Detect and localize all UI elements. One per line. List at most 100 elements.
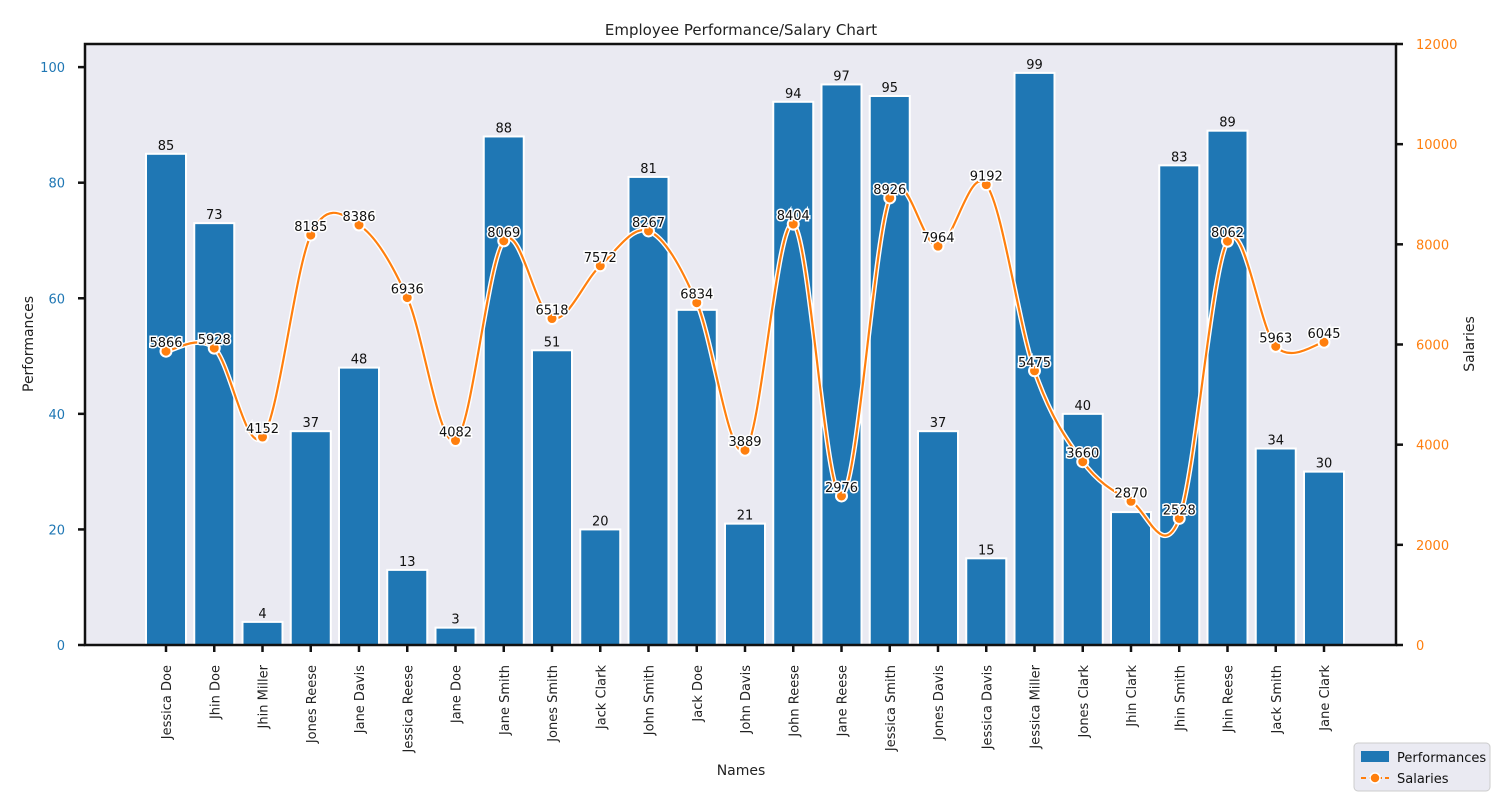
salary-point [1221, 234, 1234, 248]
x-tick-label: Jessica Miller [1029, 664, 1044, 749]
legend-salaries-marker [1369, 772, 1381, 784]
salary-value-label: 2528 [1163, 503, 1196, 518]
x-tick-label: Jack Doe [691, 665, 706, 723]
right-tick-label: 2000 [1416, 539, 1449, 554]
y2-axis-title: Salaries [1462, 316, 1478, 372]
salary-point [1124, 494, 1138, 508]
x-tick-label: Jane Smith [498, 665, 513, 736]
salary-value-label: 3660 [1066, 447, 1099, 462]
salary-value-label: 8404 [777, 209, 810, 224]
salary-value-label: 4082 [439, 426, 472, 441]
salary-value-label: 6045 [1307, 327, 1340, 342]
salary-point [1317, 335, 1331, 349]
bar-jessica-davis [965, 557, 1008, 647]
legend-salaries-label: Salaries [1397, 772, 1449, 787]
salary-value-label: 5866 [149, 336, 182, 351]
x-tick-label: Jessica Davis [980, 665, 995, 751]
x-axis-title: Names [717, 763, 766, 779]
left-tick-label: 40 [48, 408, 65, 423]
x-tick-label: Jack Smith [1270, 665, 1285, 734]
x-tick-label: Jessica Doe [160, 665, 175, 740]
salary-value-label: 5928 [198, 333, 231, 348]
bar-value-label: 4 [258, 607, 266, 622]
salary-value-label: 6936 [391, 283, 424, 298]
salary-point [400, 291, 414, 305]
left-tick-label: 80 [48, 177, 65, 192]
salary-point [207, 341, 221, 355]
salary-value-label: 8185 [294, 220, 327, 235]
salary-point [1269, 339, 1283, 353]
bar-value-label: 21 [737, 509, 754, 524]
bar-value-label: 20 [592, 514, 609, 529]
salary-point [835, 489, 848, 503]
bar-value-label: 48 [351, 353, 368, 368]
bar-value-label: 94 [785, 87, 802, 102]
bar-jhin-clark [1110, 511, 1152, 647]
right-tick-label: 4000 [1416, 439, 1449, 454]
left-axis-ticks: 0 20 40 60 80 100 [40, 61, 85, 654]
bar-value-label: 73 [206, 208, 223, 223]
x-tick-label: Jhin Clark [1125, 665, 1140, 728]
bar-jane-davis [338, 366, 380, 646]
bar-value-label: 13 [399, 555, 416, 570]
salary-labels-layer: 5866 5928 4152 8185 8386 6936 4082 8069 6518 7572… [148, 168, 1342, 520]
bar-jhin-reese [1206, 129, 1249, 647]
x-tick-label: Jane Davis [353, 665, 368, 734]
salary-line-layer [159, 178, 1331, 539]
bar-jhin-smith [1158, 164, 1201, 646]
salary-point [690, 296, 704, 310]
bar-jane-doe [434, 626, 477, 646]
salary-point [256, 430, 269, 444]
salary-point [545, 312, 559, 326]
salary-point [883, 191, 897, 205]
bar-jessica-miller [1013, 71, 1056, 647]
bar-value-label: 95 [881, 81, 898, 96]
x-tick-label: Jones Reese [305, 665, 320, 744]
bar-jones-clark [1061, 412, 1104, 646]
bars-layer [145, 71, 1345, 647]
x-tick-label: John Smith [643, 665, 658, 736]
bar-value-label: 83 [1171, 150, 1188, 165]
bar-value-label: 85 [158, 139, 175, 154]
bar-value-label: 3 [451, 613, 459, 628]
salary-value-label: 8069 [487, 226, 520, 241]
x-tick-label: John Reese [787, 665, 802, 738]
salary-value-label: 7572 [584, 251, 617, 266]
bar-jones-smith [531, 349, 573, 646]
salary-value-label: 6518 [535, 304, 568, 319]
right-tick-label: 12000 [1416, 38, 1457, 53]
salary-point [1076, 455, 1090, 469]
x-tick-label: Jhin Reese [1222, 665, 1237, 733]
salary-point [642, 224, 655, 238]
bar-value-label: 51 [544, 335, 561, 350]
bar-jack-clark [579, 528, 622, 647]
bar-labels-layer: 85 73 4 37 48 13 3 88 51 20 81 21 94 97 95 37 15 99 40 83 89… [158, 58, 1333, 628]
x-tick-label: Jessica Reese [401, 665, 416, 753]
x-tick-label: Jhin Smith [1173, 665, 1188, 732]
y-axis-title: Performances [21, 296, 37, 392]
bar-jane-smith [482, 135, 525, 646]
salary-value-label: 3889 [728, 435, 761, 450]
bar-jessica-doe [145, 152, 187, 647]
x-tick-label: Jones Smith [546, 665, 561, 743]
bar-value-label: 81 [640, 162, 657, 177]
right-axis-ticks: 0 2000 4000 6000 8000 10000 12000 [1396, 38, 1457, 654]
left-tick-label: 100 [40, 61, 65, 76]
bar-value-label: 34 [1267, 434, 1284, 449]
x-tick-label: Jane Clark [1318, 665, 1333, 732]
x-axis-ticks: Jessica Doe Jhin Doe Jhin Miller Jones Rees… [160, 645, 1333, 753]
bar-john-reese [772, 100, 815, 647]
salary-point [979, 178, 993, 192]
salary-value-label: 5963 [1259, 331, 1292, 346]
x-tick-label: Jones Davis [932, 665, 947, 741]
x-tick-label: Jones Clark [1077, 665, 1092, 739]
right-tick-label: 8000 [1416, 238, 1449, 253]
salary-value-label: 8062 [1211, 226, 1244, 241]
bar-jhin-miller [241, 620, 284, 647]
x-tick-label: Jane Reese [836, 665, 851, 737]
salary-value-label: 2976 [825, 481, 858, 496]
bar-jack-smith [1254, 447, 1297, 646]
right-tick-label: 10000 [1416, 138, 1457, 153]
bar-value-label: 30 [1316, 457, 1333, 472]
